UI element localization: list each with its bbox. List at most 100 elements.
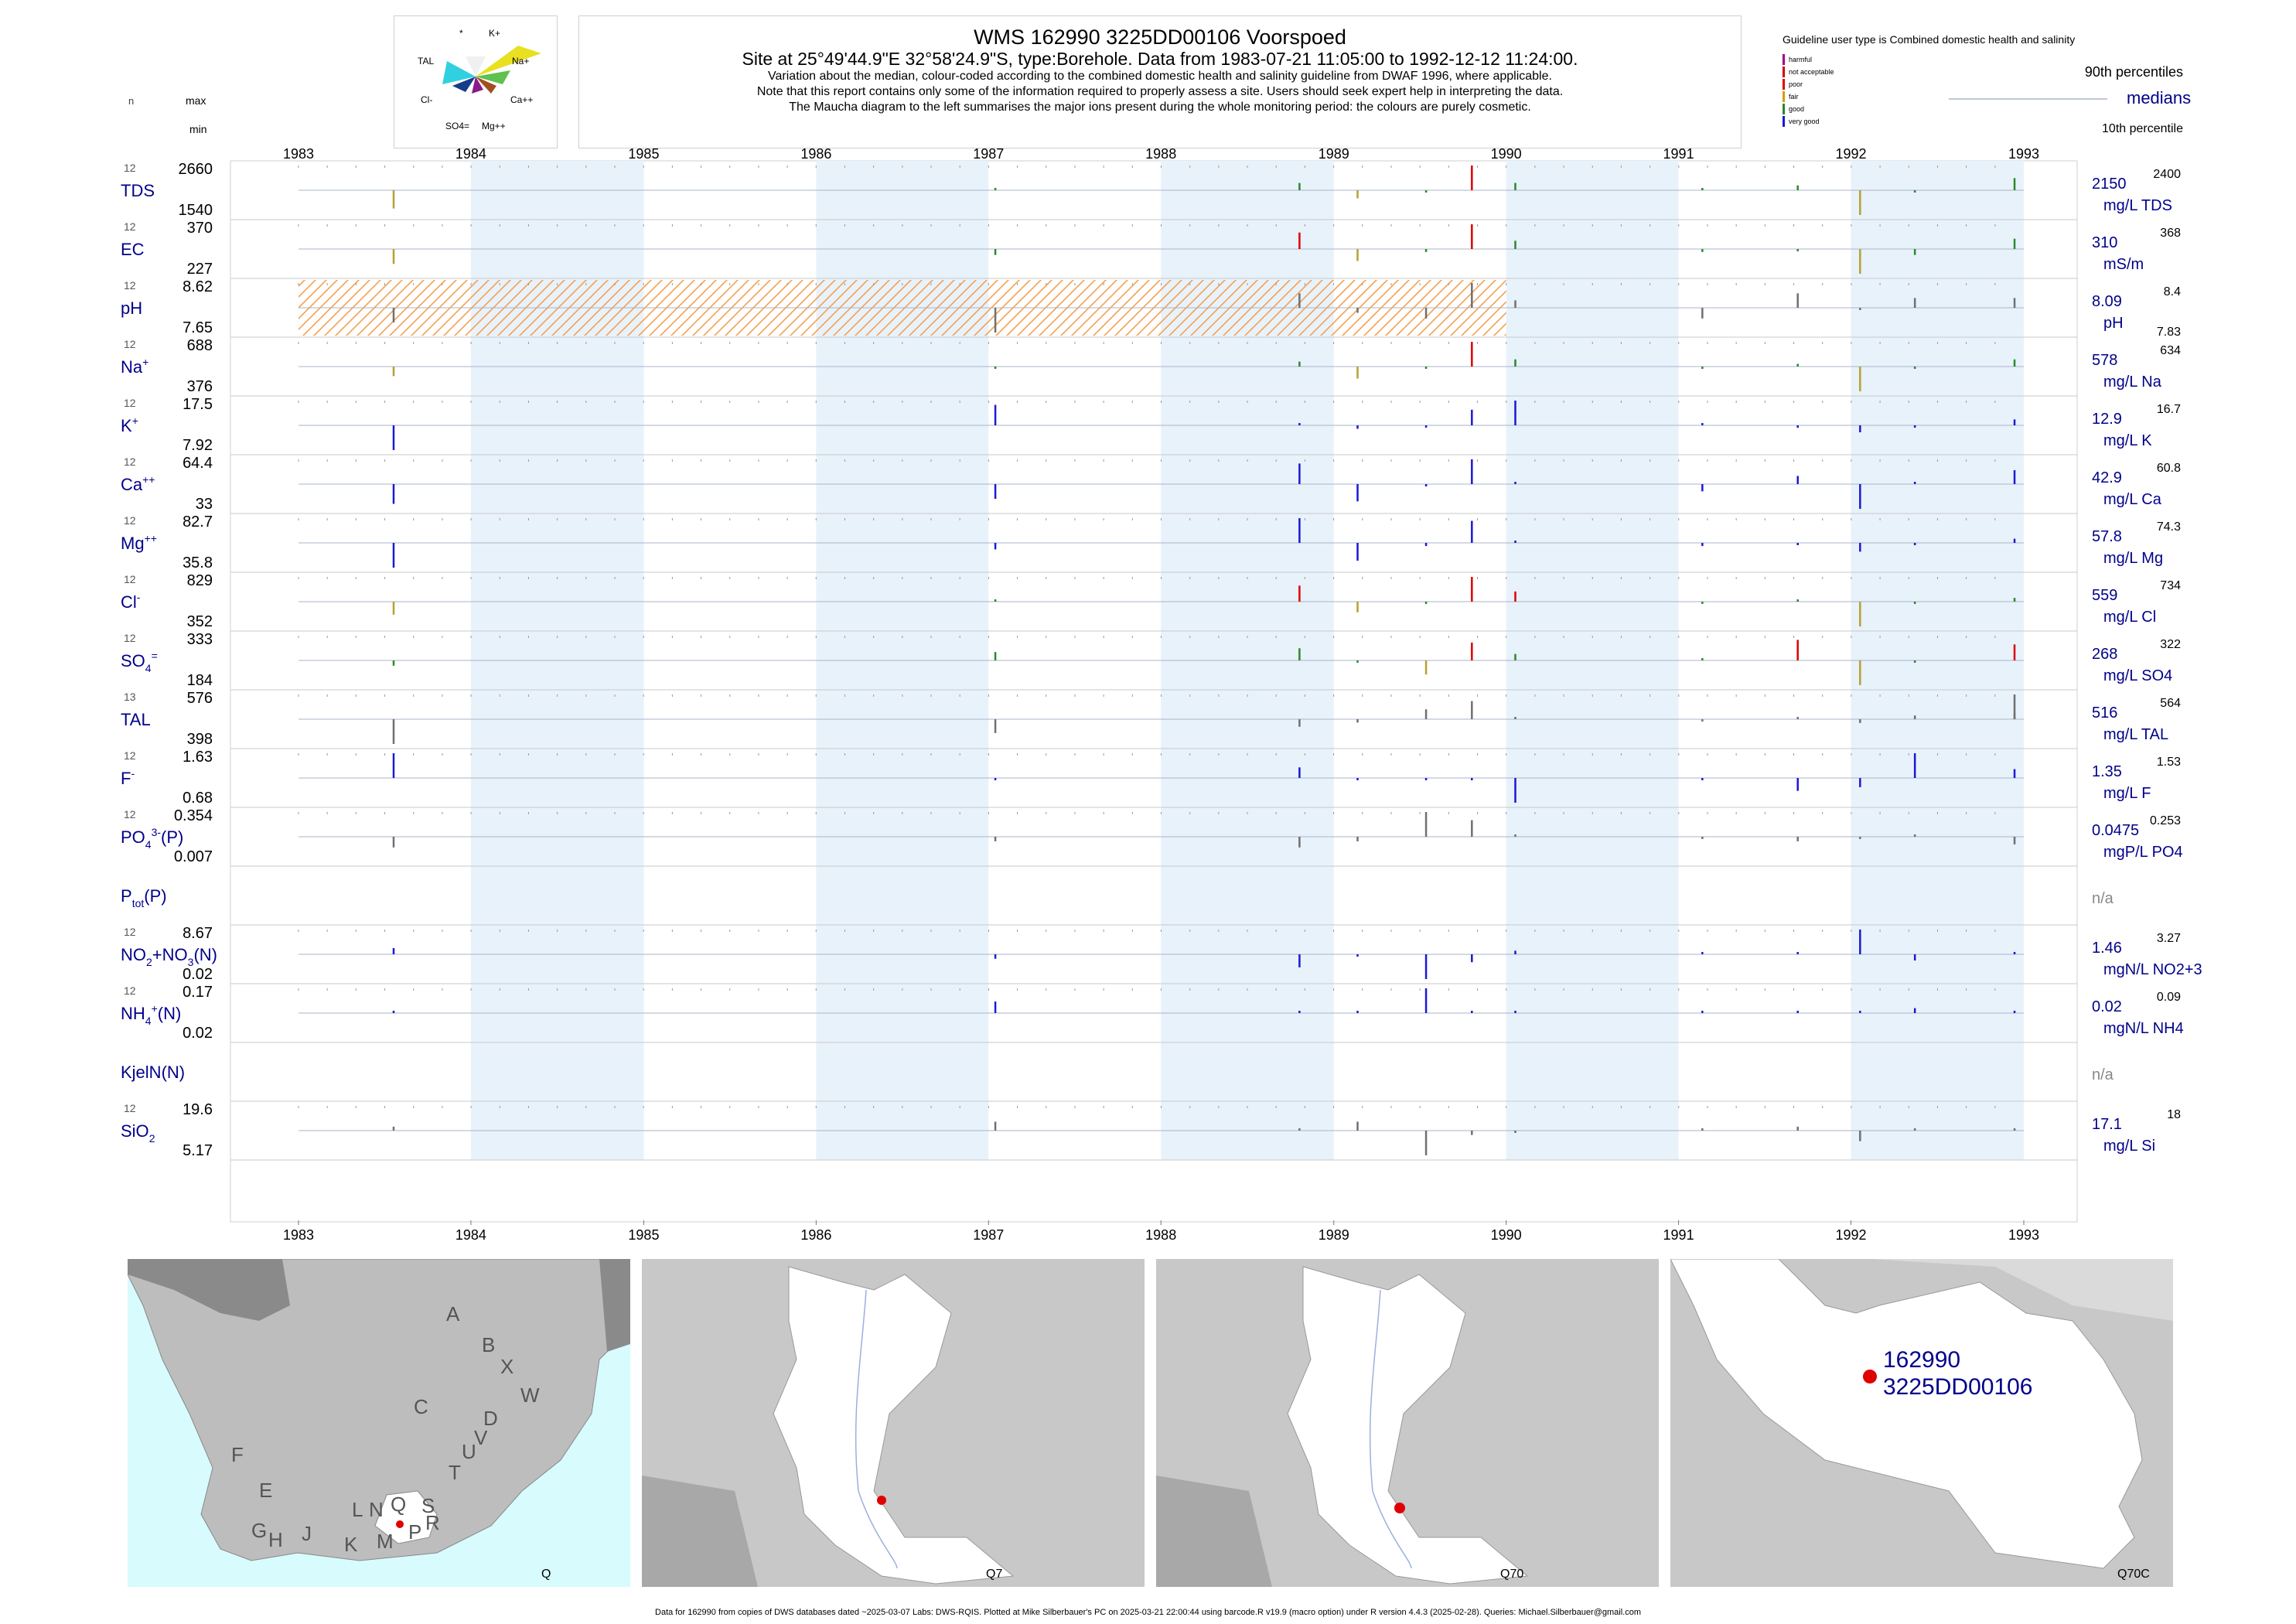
sample-bar	[1471, 342, 1473, 367]
sample-bar	[1514, 183, 1516, 190]
maucha-label-so4: SO4=	[445, 121, 469, 131]
parameter-unit: mg/L SO4	[2103, 667, 2172, 684]
sample-bar	[1796, 425, 1799, 428]
parameter-median: 2150	[2092, 176, 2127, 193]
map-q70c-site-marker	[1863, 1370, 1877, 1383]
sample-bar	[1424, 249, 1428, 252]
sample-bar	[1424, 367, 1428, 369]
sample-bar	[1356, 367, 1359, 379]
header-min: min	[189, 123, 207, 135]
year-label-top: 1985	[628, 146, 659, 162]
sample-bar	[1859, 719, 1861, 723]
parameter-unit: mgP/L PO4	[2103, 844, 2183, 861]
parameter-unit: mg/L Si	[2103, 1138, 2155, 1155]
sample-bar	[1514, 359, 1516, 367]
parameter-label: Ptot(P)	[121, 886, 167, 909]
sample-bar	[1298, 293, 1301, 308]
map-q-region-label: E	[259, 1479, 272, 1502]
sample-bar	[1701, 484, 1704, 492]
parameter-row: KjelN(N) n/a	[121, 1063, 2114, 1102]
sample-bar	[392, 543, 395, 568]
sample-bar	[1298, 518, 1301, 543]
sample-bar	[1913, 834, 1916, 837]
maucha-label-cl: Cl-	[421, 94, 432, 105]
sample-bar	[1913, 1128, 1916, 1131]
map-q7-catchment	[773, 1266, 1015, 1585]
sample-bar	[1701, 837, 1704, 839]
year-label-top: 1990	[1491, 146, 1522, 162]
page-subtitle: Site at 25°49'44.9"E 32°58'24.9"S, type:…	[742, 49, 1578, 69]
parameter-n: 12	[124, 1102, 136, 1114]
sample-bar	[1424, 484, 1428, 486]
parameter-median: 268	[2092, 646, 2117, 663]
sample-bar	[1514, 300, 1516, 308]
sample-bar	[1298, 837, 1301, 848]
map-q70-caption: Q70	[1500, 1568, 1523, 1581]
description-line-2: Note that this report contains only some…	[756, 85, 1564, 98]
description-line-1: Variation about the median, colour-coded…	[768, 70, 1552, 83]
sample-bar	[1514, 717, 1516, 719]
parameter-unit: mg/L Mg	[2103, 550, 2163, 567]
maucha-label-star: *	[459, 28, 463, 39]
sample-bar	[1471, 224, 1473, 249]
map-q-region-label: A	[446, 1302, 460, 1325]
sample-bar	[994, 778, 997, 780]
parameter-row: Mg++ 12 82.7 35.8 57.8 74.3 mg/L Mg	[121, 513, 2181, 573]
sample-bar	[1701, 249, 1704, 252]
parameter-p90: 0.09	[2157, 991, 2181, 1004]
sample-bar	[1514, 950, 1516, 954]
description-line-3: The Maucha diagram to the left summarise…	[789, 101, 1531, 114]
legend-swatch	[1783, 54, 1785, 65]
maucha-label-k: K+	[489, 28, 500, 39]
sample-bar	[2013, 1128, 2016, 1131]
parameter-row: Ca++ 12 64.4 33 42.9 60.8 mg/L Ca	[121, 455, 2181, 514]
parameter-median: 516	[2092, 705, 2117, 722]
sample-bar	[1859, 190, 1861, 215]
sample-bar	[1356, 837, 1359, 841]
sample-bar	[1471, 459, 1473, 484]
map-q70c-svg: 162990 3225DD00106 Q70C	[1670, 1259, 2173, 1581]
sample-bar	[1356, 954, 1359, 957]
sample-bar	[2013, 469, 2016, 484]
parameter-min: 398	[187, 731, 213, 748]
map-q-region-label: W	[520, 1383, 540, 1407]
parameter-median: 0.02	[2092, 998, 2122, 1015]
sample-bar	[1356, 249, 1359, 261]
parameter-p90: 8.4	[2164, 285, 2181, 299]
sample-bar	[994, 1121, 997, 1131]
sample-bar	[1514, 591, 1516, 602]
parameter-median: 12.9	[2092, 411, 2122, 428]
sample-bar	[1471, 701, 1473, 719]
parameter-min: 33	[196, 496, 213, 513]
legend-swatch	[1783, 91, 1785, 102]
maucha-so4-segment	[472, 77, 483, 94]
sample-bar	[1796, 249, 1799, 251]
legend-class-label: harmful	[1789, 56, 1812, 63]
sample-bar	[1514, 401, 1516, 425]
sample-bar	[1356, 1011, 1359, 1013]
sample-bar	[1859, 778, 1861, 787]
maucha-label-na: Na+	[512, 56, 529, 67]
sample-bar	[1471, 1011, 1473, 1013]
sample-bar	[392, 425, 395, 450]
sample-bar	[1701, 1011, 1704, 1013]
parameter-label: EC	[121, 240, 145, 259]
parameter-label: TDS	[121, 181, 155, 200]
legend-class-label: not acceptable	[1789, 68, 1834, 76]
parameter-unit: mS/m	[2103, 256, 2144, 273]
sample-bar	[1298, 361, 1301, 367]
legend-swatch	[1783, 104, 1785, 114]
parameter-min: 0.68	[183, 790, 213, 807]
sample-bar	[1796, 599, 1799, 602]
parameter-n: 12	[124, 984, 136, 997]
sample-bar	[1471, 409, 1473, 425]
map-q70-dark-area	[1156, 1476, 1272, 1587]
maucha-svg: * K+ Na+ Ca++ Mg++ SO4= Cl- TAL	[418, 28, 541, 131]
sample-bar	[1913, 954, 1916, 960]
sample-bar	[392, 308, 395, 322]
sample-bar	[1471, 520, 1473, 543]
parameter-row: TDS 12 2660 1540 2150 2400 mg/L TDS	[121, 161, 2181, 220]
parameter-min: 0.02	[183, 966, 213, 983]
header-max: max	[186, 94, 206, 107]
map-q-region-label: P	[408, 1520, 421, 1544]
